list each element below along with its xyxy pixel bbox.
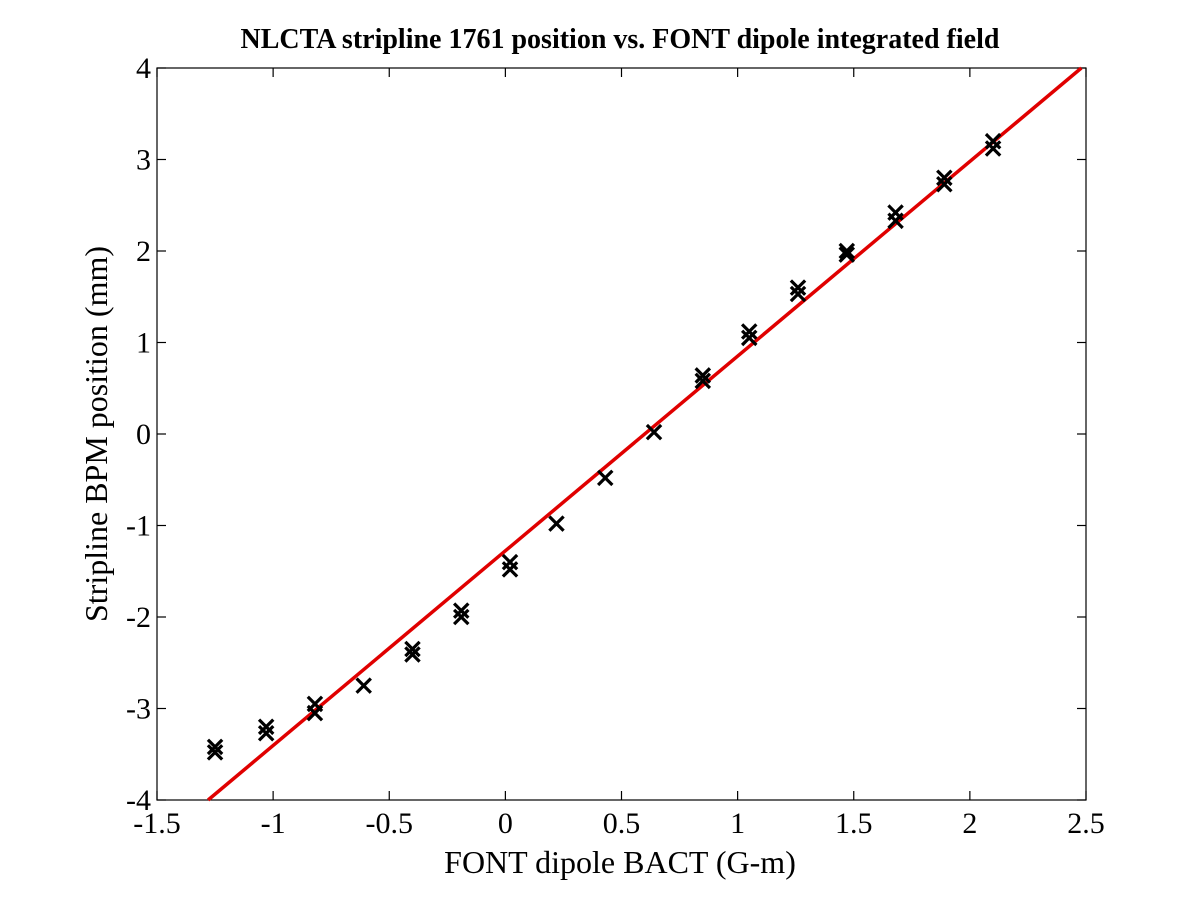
data-point: [206, 744, 224, 761]
data-point: [501, 561, 519, 578]
y-tick-label: 1: [136, 327, 151, 360]
y-tick-label: 4: [136, 52, 151, 85]
x-tick-label: 1: [730, 807, 745, 840]
data-point: [404, 640, 421, 658]
data-point: [206, 738, 224, 756]
x-tick-label: 1.5: [835, 807, 873, 840]
data-point: [452, 608, 470, 626]
x-tick-label: 0.5: [603, 807, 641, 840]
data-point: [548, 515, 565, 532]
x-tick-label: 0: [498, 807, 513, 840]
x-tick-label: 2: [962, 807, 977, 840]
x-tick-label: -0.5: [366, 807, 414, 840]
x-tick-label: 2.5: [1067, 807, 1105, 840]
data-point: [740, 323, 758, 340]
x-tick-label: -1.5: [133, 807, 181, 840]
data-point: [596, 469, 614, 487]
y-tick-label: -2: [126, 601, 151, 634]
data-point: [789, 279, 807, 296]
data-point: [694, 372, 712, 390]
y-tick-label: 3: [136, 144, 151, 177]
data-point: [257, 724, 275, 742]
y-tick-label: 0: [136, 418, 151, 451]
data-point: [694, 367, 712, 384]
plot-frame: [156, 67, 1087, 801]
data-point: [838, 246, 856, 263]
y-tick-label: -1: [126, 510, 151, 543]
data-point: [936, 169, 953, 187]
plot-area: -1.5 -1 -0.5 0 0.5 1 1.5 2 2.5 -4 -3 -2 -1 0 1 2 3 4: [126, 52, 1105, 840]
y-tick-label: -3: [126, 693, 151, 726]
data-point: [838, 242, 856, 260]
data-point: [887, 204, 904, 221]
chart-title: NLCTA stripline 1761 position vs. FONT d…: [241, 24, 1000, 55]
y-tick-label: -4: [126, 784, 151, 817]
data-point: [984, 132, 1002, 150]
y-tick-label: 2: [136, 235, 151, 268]
y-axis-label: Stripline BPM position (mm): [78, 246, 114, 622]
data-point: [404, 646, 421, 663]
x-axis-label: FONT dipole BACT (G-m): [444, 844, 796, 880]
data-point: [355, 677, 372, 694]
x-tick-label: -1: [261, 807, 286, 840]
fit-line: [206, 66, 1083, 802]
data-point: [645, 423, 663, 441]
data-point: [306, 704, 324, 722]
